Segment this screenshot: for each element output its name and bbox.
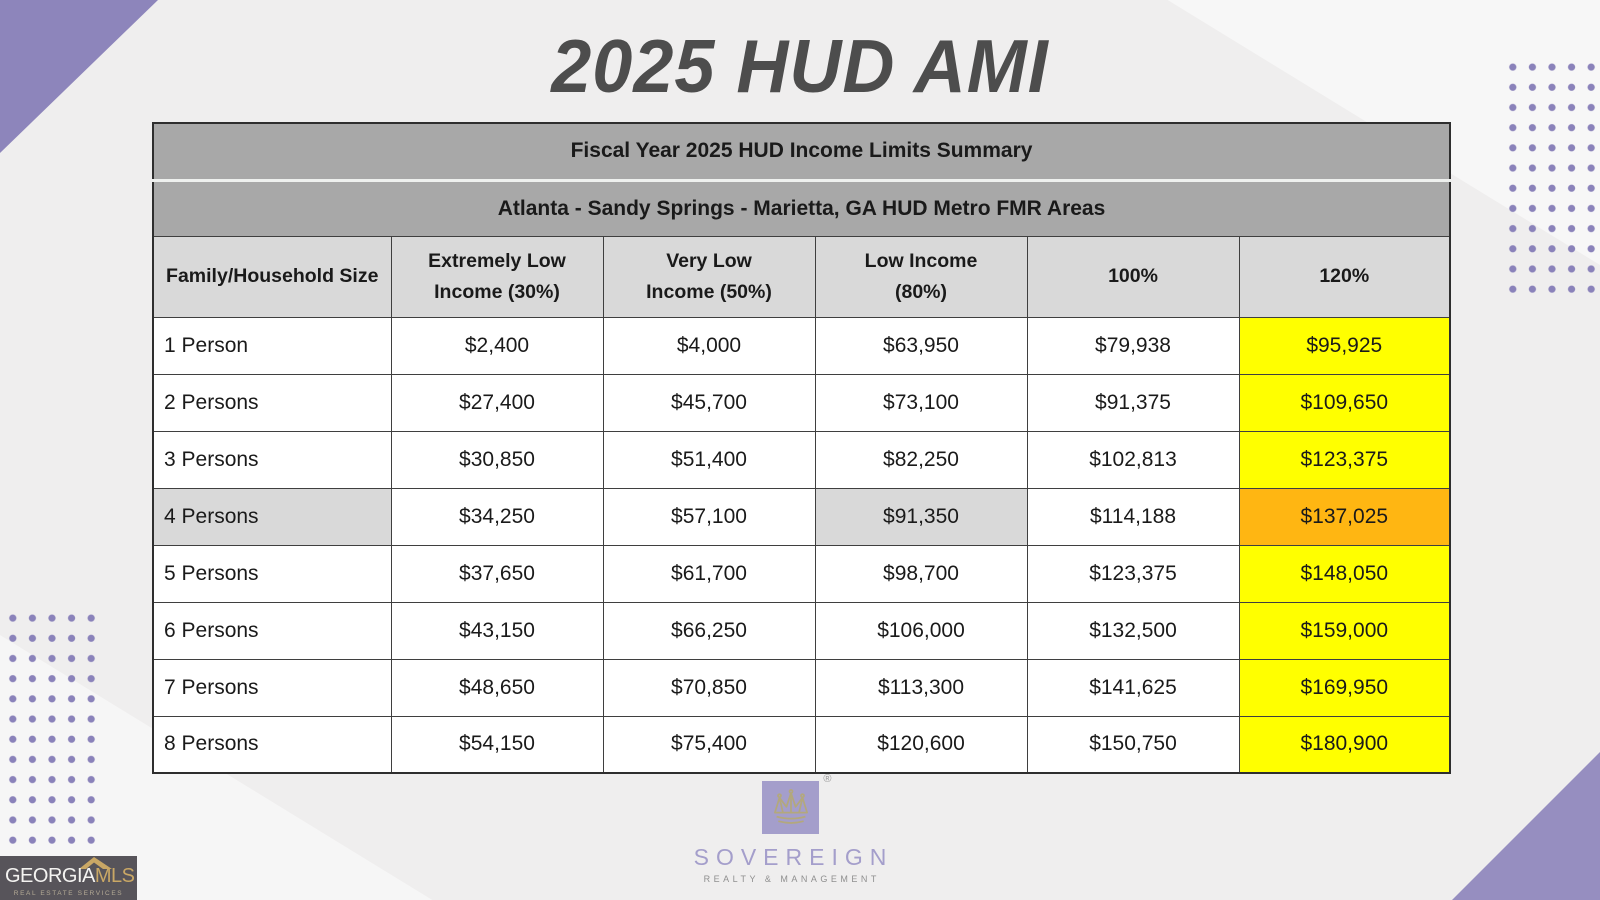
column-header-row: Family/Household Size Extremely Low Inco… — [152, 235, 1451, 318]
table-cell-highlighted: $159,000 — [1238, 601, 1451, 660]
table-row: 3 Persons $30,850 $51,400 $82,250 $102,8… — [152, 430, 1451, 489]
table-subtitle-row: Atlanta - Sandy Springs - Marietta, GA H… — [152, 178, 1451, 237]
registered-mark: ® — [823, 773, 832, 785]
col-header-120: 120% — [1238, 235, 1451, 318]
table-row: 6 Persons $43,150 $66,250 $106,000 $132,… — [152, 601, 1451, 660]
table-cell: $132,500 — [1026, 601, 1240, 660]
income-limits-table: Fiscal Year 2025 HUD Income Limits Summa… — [152, 122, 1452, 774]
mls-tagline: REAL ESTATE SERVICES — [13, 890, 124, 897]
table-cell-highlighted: $148,050 — [1238, 544, 1451, 603]
table-cell: $113,300 — [814, 658, 1028, 717]
table-cell: $45,700 — [602, 373, 816, 432]
col-header-low: Low Income (80%) — [814, 235, 1028, 318]
table-cell: $4,000 — [602, 316, 816, 375]
col-header-household-size: Family/Household Size — [152, 235, 392, 318]
table-cell: $73,100 — [814, 373, 1028, 432]
georgia-mls-logo: GEORGIAMLS REAL ESTATE SERVICES — [0, 856, 137, 900]
table-cell: $37,650 — [390, 544, 604, 603]
mls-name-primary: GEORGIA — [5, 865, 95, 887]
table-cell-shaded: $91,350 — [814, 487, 1028, 546]
table-cell-highlighted: $123,375 — [1238, 430, 1451, 489]
table-cell: $66,250 — [602, 601, 816, 660]
table-cell: $123,375 — [1026, 544, 1240, 603]
brand-name: SOVEREIGN — [693, 844, 894, 870]
table-cell: $61,700 — [602, 544, 816, 603]
table-cell: $70,850 — [602, 658, 816, 717]
table-cell: $79,938 — [1026, 316, 1240, 375]
table-row-emphasized: 4 Persons $34,250 $57,100 $91,350 $114,1… — [152, 487, 1451, 546]
row-label: 2 Persons — [152, 373, 392, 432]
roof-icon — [79, 857, 112, 869]
table-title-row: Fiscal Year 2025 HUD Income Limits Summa… — [152, 122, 1451, 181]
sovereign-logo: ® SOVEREIGN REALTY & MANAGEMENT — [0, 773, 1580, 884]
dot-grid-bottom-left — [3, 608, 99, 848]
mls-name-accent: MLS — [94, 865, 135, 887]
col-header-100: 100% — [1026, 235, 1240, 318]
row-label: 1 Person — [152, 316, 392, 375]
table-cell: $141,625 — [1026, 658, 1240, 717]
table-cell: $91,375 — [1026, 373, 1240, 432]
row-label: 4 Persons — [152, 487, 392, 546]
table-cell: $27,400 — [390, 373, 604, 432]
table-cell: $2,400 — [390, 316, 604, 375]
row-label: 3 Persons — [152, 430, 392, 489]
table-row: 8 Persons $54,150 $75,400 $120,600 $150,… — [152, 715, 1451, 774]
table-cell-highlighted: $109,650 — [1238, 373, 1451, 432]
table-cell-highlighted: $169,950 — [1238, 658, 1451, 717]
table-cell-highlighted: $180,900 — [1238, 715, 1451, 774]
table-cell: $82,250 — [814, 430, 1028, 489]
table-cell: $51,400 — [602, 430, 816, 489]
table-title: Fiscal Year 2025 HUD Income Limits Summa… — [152, 122, 1451, 181]
table-cell: $48,650 — [390, 658, 604, 717]
table-cell: $30,850 — [390, 430, 604, 489]
mls-name: GEORGIAMLS — [5, 865, 135, 888]
table-cell: $102,813 — [1026, 430, 1240, 489]
brand-tagline: REALTY & MANAGEMENT — [703, 874, 880, 884]
table-cell-orange: $137,025 — [1238, 487, 1451, 546]
table-cell: $150,750 — [1026, 715, 1240, 774]
table-cell: $34,250 — [390, 487, 604, 546]
table-cell: $98,700 — [814, 544, 1028, 603]
table-cell: $120,600 — [814, 715, 1028, 774]
table-cell: $43,150 — [390, 601, 604, 660]
col-header-extremely-low: Extremely Low Income (30%) — [390, 235, 604, 318]
page-title: 2025 HUD AMI — [551, 25, 1049, 109]
row-label: 8 Persons — [152, 715, 392, 774]
row-label: 6 Persons — [152, 601, 392, 660]
table-cell-highlighted: $95,925 — [1238, 316, 1451, 375]
row-label: 5 Persons — [152, 544, 392, 603]
col-header-very-low: Very Low Income (50%) — [602, 235, 816, 318]
table-row: 1 Person $2,400 $4,000 $63,950 $79,938 $… — [152, 316, 1451, 375]
table-cell: $114,188 — [1026, 487, 1240, 546]
table-cell: $57,100 — [602, 487, 816, 546]
row-label: 7 Persons — [152, 658, 392, 717]
table-row: 5 Persons $37,650 $61,700 $98,700 $123,3… — [152, 544, 1451, 603]
table-cell: $75,400 — [602, 715, 816, 774]
table-cell: $106,000 — [814, 601, 1028, 660]
table-subtitle: Atlanta - Sandy Springs - Marietta, GA H… — [152, 178, 1451, 237]
dot-grid-top-right — [1503, 57, 1599, 297]
table-row: 2 Persons $27,400 $45,700 $73,100 $91,37… — [152, 373, 1451, 432]
crown-icon: ® — [761, 773, 832, 834]
table-row: 7 Persons $48,650 $70,850 $113,300 $141,… — [152, 658, 1451, 717]
table-cell: $54,150 — [390, 715, 604, 774]
table-cell: $63,950 — [814, 316, 1028, 375]
